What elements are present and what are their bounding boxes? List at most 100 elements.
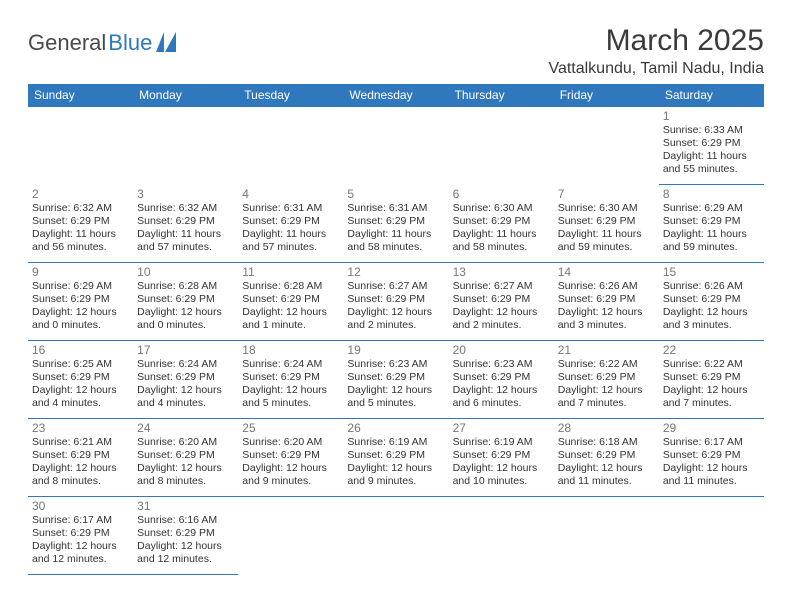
- calendar-cell: 23Sunrise: 6:21 AMSunset: 6:29 PMDayligh…: [28, 419, 133, 497]
- day-info: Sunrise: 6:26 AMSunset: 6:29 PMDaylight:…: [663, 280, 760, 333]
- calendar-cell: 2Sunrise: 6:32 AMSunset: 6:29 PMDaylight…: [28, 185, 133, 263]
- calendar-cell: 6Sunrise: 6:30 AMSunset: 6:29 PMDaylight…: [449, 185, 554, 263]
- calendar-cell: 8Sunrise: 6:29 AMSunset: 6:29 PMDaylight…: [659, 185, 764, 263]
- day-number: 1: [663, 109, 760, 123]
- calendar-cell: [238, 107, 343, 185]
- day-number: 21: [558, 343, 655, 357]
- location: Vattalkundu, Tamil Nadu, India: [548, 60, 764, 78]
- day-info: Sunrise: 6:27 AMSunset: 6:29 PMDaylight:…: [347, 280, 444, 333]
- weekday-header: Thursday: [449, 84, 554, 107]
- weekday-header: Monday: [133, 84, 238, 107]
- calendar-cell: 12Sunrise: 6:27 AMSunset: 6:29 PMDayligh…: [343, 263, 448, 341]
- title-block: March 2025 Vattalkundu, Tamil Nadu, Indi…: [548, 24, 764, 78]
- weekday-header: Saturday: [659, 84, 764, 107]
- day-number: 7: [558, 187, 655, 201]
- day-info: Sunrise: 6:17 AMSunset: 6:29 PMDaylight:…: [663, 436, 760, 489]
- calendar-cell: 27Sunrise: 6:19 AMSunset: 6:29 PMDayligh…: [449, 419, 554, 497]
- day-number: 12: [347, 265, 444, 279]
- day-info: Sunrise: 6:19 AMSunset: 6:29 PMDaylight:…: [453, 436, 550, 489]
- calendar-cell: [238, 497, 343, 575]
- calendar-cell: [449, 107, 554, 185]
- day-number: 28: [558, 421, 655, 435]
- day-number: 16: [32, 343, 129, 357]
- day-number: 2: [32, 187, 129, 201]
- calendar-table: Sunday Monday Tuesday Wednesday Thursday…: [28, 84, 764, 575]
- day-number: 20: [453, 343, 550, 357]
- day-number: 26: [347, 421, 444, 435]
- calendar-cell: 16Sunrise: 6:25 AMSunset: 6:29 PMDayligh…: [28, 341, 133, 419]
- day-info: Sunrise: 6:23 AMSunset: 6:29 PMDaylight:…: [347, 358, 444, 411]
- calendar-row: 23Sunrise: 6:21 AMSunset: 6:29 PMDayligh…: [28, 419, 764, 497]
- calendar-cell: 7Sunrise: 6:30 AMSunset: 6:29 PMDaylight…: [554, 185, 659, 263]
- day-number: 4: [242, 187, 339, 201]
- day-info: Sunrise: 6:20 AMSunset: 6:29 PMDaylight:…: [137, 436, 234, 489]
- calendar-cell: 15Sunrise: 6:26 AMSunset: 6:29 PMDayligh…: [659, 263, 764, 341]
- day-info: Sunrise: 6:29 AMSunset: 6:29 PMDaylight:…: [32, 280, 129, 333]
- calendar-page: GeneralBlue March 2025 Vattalkundu, Tami…: [0, 0, 792, 599]
- day-info: Sunrise: 6:19 AMSunset: 6:29 PMDaylight:…: [347, 436, 444, 489]
- day-info: Sunrise: 6:17 AMSunset: 6:29 PMDaylight:…: [32, 514, 129, 567]
- day-number: 5: [347, 187, 444, 201]
- day-number: 23: [32, 421, 129, 435]
- day-number: 25: [242, 421, 339, 435]
- day-info: Sunrise: 6:22 AMSunset: 6:29 PMDaylight:…: [663, 358, 760, 411]
- brand-mark-icon: [156, 32, 182, 55]
- calendar-cell: [554, 107, 659, 185]
- month-title: March 2025: [548, 24, 764, 58]
- calendar-cell: 26Sunrise: 6:19 AMSunset: 6:29 PMDayligh…: [343, 419, 448, 497]
- day-number: 31: [137, 499, 234, 513]
- day-info: Sunrise: 6:22 AMSunset: 6:29 PMDaylight:…: [558, 358, 655, 411]
- day-number: 9: [32, 265, 129, 279]
- calendar-cell: 3Sunrise: 6:32 AMSunset: 6:29 PMDaylight…: [133, 185, 238, 263]
- brand-part2: Blue: [108, 30, 152, 56]
- calendar-cell: 18Sunrise: 6:24 AMSunset: 6:29 PMDayligh…: [238, 341, 343, 419]
- calendar-row: 30Sunrise: 6:17 AMSunset: 6:29 PMDayligh…: [28, 497, 764, 575]
- brand-logo: GeneralBlue: [28, 30, 182, 56]
- day-info: Sunrise: 6:27 AMSunset: 6:29 PMDaylight:…: [453, 280, 550, 333]
- calendar-cell: 9Sunrise: 6:29 AMSunset: 6:29 PMDaylight…: [28, 263, 133, 341]
- day-number: 22: [663, 343, 760, 357]
- day-number: 3: [137, 187, 234, 201]
- weekday-header: Sunday: [28, 84, 133, 107]
- day-info: Sunrise: 6:26 AMSunset: 6:29 PMDaylight:…: [558, 280, 655, 333]
- day-info: Sunrise: 6:24 AMSunset: 6:29 PMDaylight:…: [137, 358, 234, 411]
- day-number: 29: [663, 421, 760, 435]
- calendar-cell: 13Sunrise: 6:27 AMSunset: 6:29 PMDayligh…: [449, 263, 554, 341]
- day-info: Sunrise: 6:31 AMSunset: 6:29 PMDaylight:…: [242, 202, 339, 255]
- day-info: Sunrise: 6:23 AMSunset: 6:29 PMDaylight:…: [453, 358, 550, 411]
- day-number: 24: [137, 421, 234, 435]
- day-number: 8: [663, 187, 760, 201]
- day-number: 6: [453, 187, 550, 201]
- day-info: Sunrise: 6:32 AMSunset: 6:29 PMDaylight:…: [32, 202, 129, 255]
- calendar-cell: [343, 497, 448, 575]
- day-number: 15: [663, 265, 760, 279]
- calendar-row: 16Sunrise: 6:25 AMSunset: 6:29 PMDayligh…: [28, 341, 764, 419]
- day-number: 17: [137, 343, 234, 357]
- day-info: Sunrise: 6:30 AMSunset: 6:29 PMDaylight:…: [558, 202, 655, 255]
- calendar-row: 1Sunrise: 6:33 AMSunset: 6:29 PMDaylight…: [28, 107, 764, 185]
- calendar-cell: 28Sunrise: 6:18 AMSunset: 6:29 PMDayligh…: [554, 419, 659, 497]
- day-number: 10: [137, 265, 234, 279]
- calendar-cell: 19Sunrise: 6:23 AMSunset: 6:29 PMDayligh…: [343, 341, 448, 419]
- calendar-head: Sunday Monday Tuesday Wednesday Thursday…: [28, 84, 764, 107]
- calendar-cell: 5Sunrise: 6:31 AMSunset: 6:29 PMDaylight…: [343, 185, 448, 263]
- calendar-cell: [554, 497, 659, 575]
- brand-part1: General: [28, 30, 106, 56]
- day-number: 18: [242, 343, 339, 357]
- day-info: Sunrise: 6:29 AMSunset: 6:29 PMDaylight:…: [663, 202, 760, 255]
- day-info: Sunrise: 6:24 AMSunset: 6:29 PMDaylight:…: [242, 358, 339, 411]
- day-number: 14: [558, 265, 655, 279]
- day-info: Sunrise: 6:16 AMSunset: 6:29 PMDaylight:…: [137, 514, 234, 567]
- day-number: 11: [242, 265, 339, 279]
- weekday-header: Friday: [554, 84, 659, 107]
- day-info: Sunrise: 6:25 AMSunset: 6:29 PMDaylight:…: [32, 358, 129, 411]
- calendar-cell: 31Sunrise: 6:16 AMSunset: 6:29 PMDayligh…: [133, 497, 238, 575]
- calendar-cell: 11Sunrise: 6:28 AMSunset: 6:29 PMDayligh…: [238, 263, 343, 341]
- calendar-body: 1Sunrise: 6:33 AMSunset: 6:29 PMDaylight…: [28, 107, 764, 575]
- calendar-cell: 17Sunrise: 6:24 AMSunset: 6:29 PMDayligh…: [133, 341, 238, 419]
- calendar-cell: 10Sunrise: 6:28 AMSunset: 6:29 PMDayligh…: [133, 263, 238, 341]
- weekday-header: Wednesday: [343, 84, 448, 107]
- day-number: 19: [347, 343, 444, 357]
- calendar-cell: [133, 107, 238, 185]
- calendar-cell: 4Sunrise: 6:31 AMSunset: 6:29 PMDaylight…: [238, 185, 343, 263]
